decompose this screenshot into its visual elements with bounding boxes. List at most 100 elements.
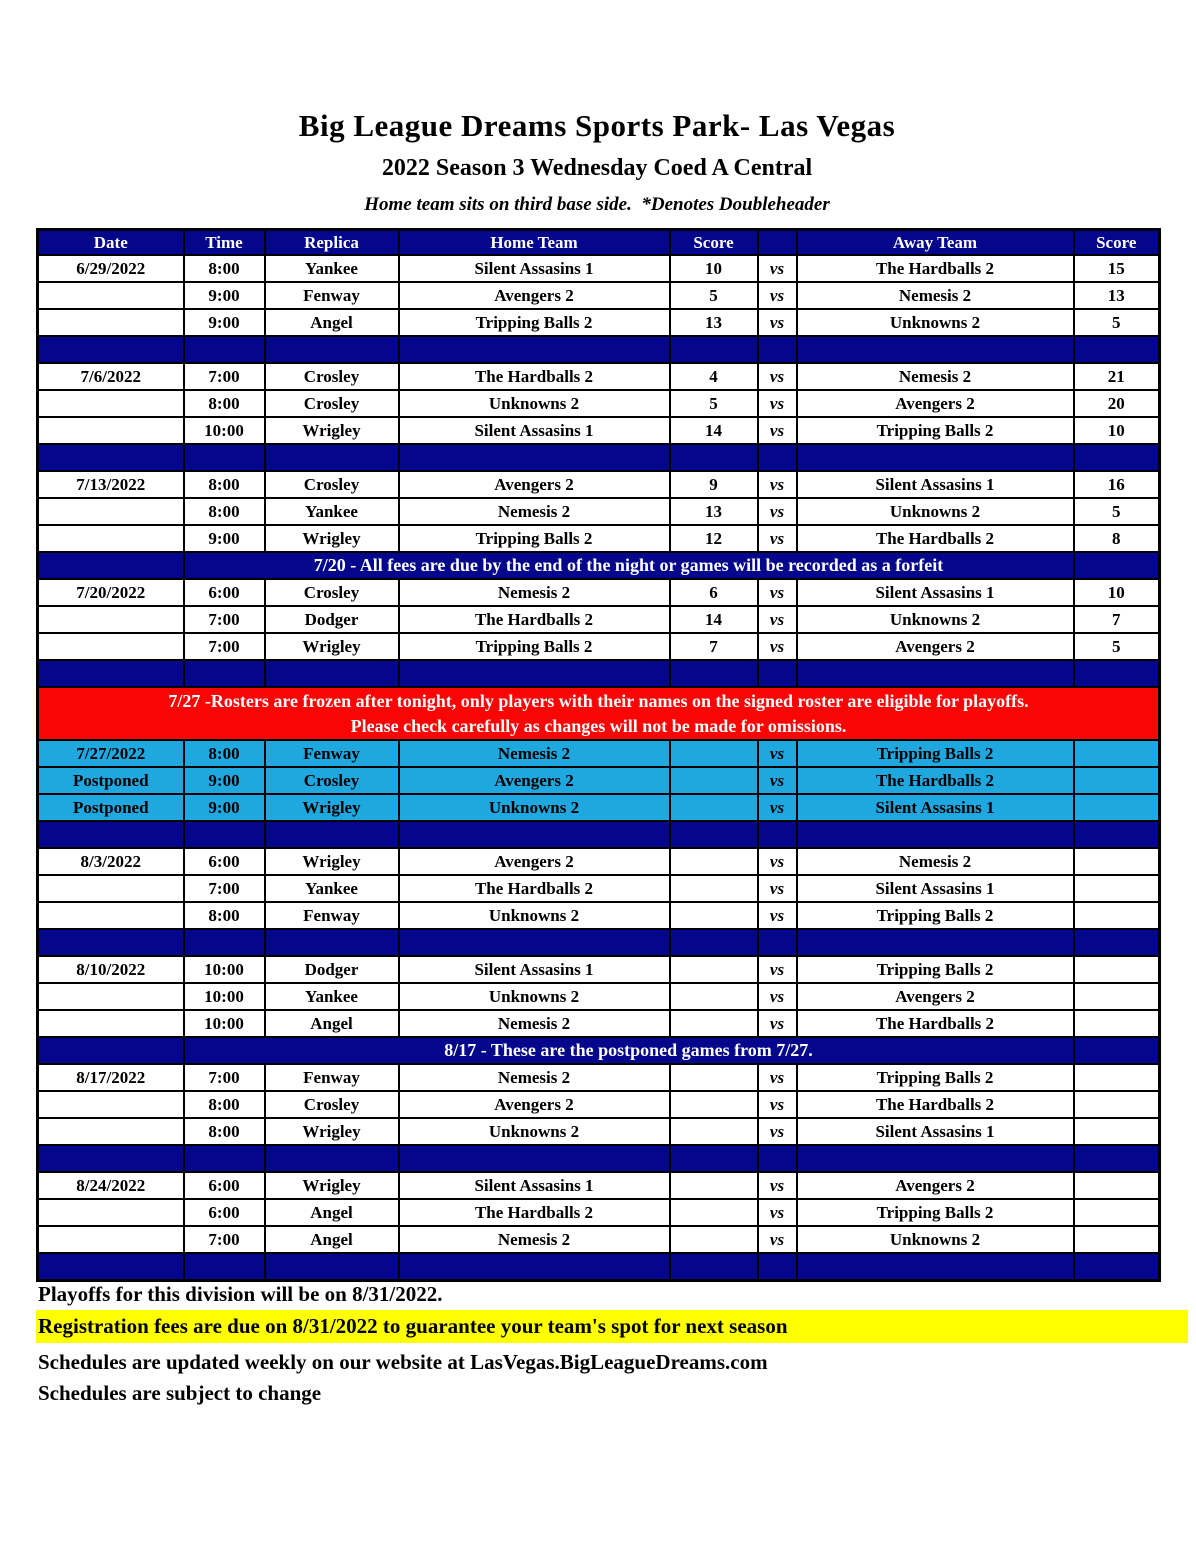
spacer-row: [36, 335, 1161, 364]
spacer-cell: [36, 659, 185, 688]
replica-cell: Angel: [263, 308, 400, 337]
away-team-cell: Tripping Balls 2: [795, 955, 1075, 984]
home-team-cell: Tripping Balls 2: [397, 308, 671, 337]
spacer-cell: [1072, 1252, 1161, 1282]
away-team-cell: Silent Assasins 1: [795, 874, 1075, 903]
home-score-cell: [668, 982, 759, 1011]
replica-cell: Angel: [263, 1009, 400, 1038]
playoffs-note: Playoffs for this division will be on 8/…: [38, 1282, 443, 1306]
away-team-cell: The Hardballs 2: [795, 254, 1075, 283]
spacer-cell: [756, 335, 798, 364]
game-row: 7:00 Angel Nemesis 2 vs Unknowns 2: [36, 1225, 1161, 1254]
spacer-row: [36, 928, 1161, 957]
away-team-cell: Unknowns 2: [795, 308, 1075, 337]
date-cell: [36, 1198, 185, 1227]
away-team-cell: Tripping Balls 2: [795, 901, 1075, 930]
col-header-time: Time: [182, 228, 266, 256]
spacer-cell: [36, 820, 185, 849]
home-score-cell: [668, 901, 759, 930]
vs-cell: vs: [756, 901, 798, 930]
game-row: 6:00 Angel The Hardballs 2 vs Tripping Balls…: [36, 1198, 1161, 1227]
home-score-cell: 4: [668, 362, 759, 391]
away-team-cell: The Hardballs 2: [795, 524, 1075, 553]
col-header-home-score: Score: [668, 228, 759, 256]
vs-cell: vs: [756, 982, 798, 1011]
away-score-cell: [1072, 955, 1161, 984]
home-score-cell: [668, 847, 759, 876]
col-header-home-team: Home Team: [397, 228, 671, 256]
spacer-cell: [756, 1144, 798, 1173]
away-score-cell: [1072, 1117, 1161, 1146]
game-row: 6/29/2022 8:00 Yankee Silent Assasins 1 10 vs…: [36, 254, 1161, 283]
away-team-cell: The Hardballs 2: [795, 766, 1075, 795]
away-score-cell: 16: [1072, 470, 1161, 499]
spacer-cell: [263, 1252, 400, 1282]
spacer-cell: [668, 820, 759, 849]
home-team-cell: Nemesis 2: [397, 1009, 671, 1038]
home-team-cell: Avengers 2: [397, 470, 671, 499]
time-cell: 10:00: [182, 1009, 266, 1038]
home-team-cell: Tripping Balls 2: [397, 524, 671, 553]
spacer-cell: [397, 928, 671, 957]
vs-cell: vs: [756, 362, 798, 391]
vs-cell: vs: [756, 389, 798, 418]
home-team-cell: Avengers 2: [397, 1090, 671, 1119]
game-row: 9:00 Wrigley Tripping Balls 2 12 vs The Hardb…: [36, 524, 1161, 553]
away-score-cell: 10: [1072, 578, 1161, 607]
spacer-cell: [1072, 443, 1161, 472]
table-header-row: Date Time Replica Home Team Score Away T…: [36, 228, 1161, 256]
game-row: 7:00 Yankee The Hardballs 2 vs Silent Assasi…: [36, 874, 1161, 903]
spacer-cell: [36, 1144, 185, 1173]
game-row: 7:00 Wrigley Tripping Balls 2 7 vs Avengers 2…: [36, 632, 1161, 661]
home-score-cell: [668, 1225, 759, 1254]
registration-fees-note: Registration fees are due on 8/31/2022 t…: [38, 1314, 788, 1338]
replica-cell: Wrigley: [263, 632, 400, 661]
time-cell: 10:00: [182, 955, 266, 984]
vs-cell: vs: [756, 955, 798, 984]
home-score-cell: 14: [668, 605, 759, 634]
vs-cell: vs: [756, 1171, 798, 1200]
spacer-cell: [668, 335, 759, 364]
time-cell: 6:00: [182, 847, 266, 876]
notice-text: 8/17 - These are the postponed games fro…: [182, 1036, 1075, 1065]
replica-cell: Wrigley: [263, 847, 400, 876]
spacer-row: [36, 1144, 1161, 1173]
home-team-cell: Tripping Balls 2: [397, 632, 671, 661]
spacer-cell: [263, 335, 400, 364]
vs-cell: vs: [756, 524, 798, 553]
time-cell: 6:00: [182, 1171, 266, 1200]
date-cell: 7/27/2022: [36, 739, 185, 768]
away-score-cell: [1072, 793, 1161, 822]
home-team-cell: The Hardballs 2: [397, 1198, 671, 1227]
spacer-cell: [36, 1252, 185, 1282]
away-score-cell: [1072, 874, 1161, 903]
game-row: 7/20/2022 6:00 Crosley Nemesis 2 6 vs Silent A…: [36, 578, 1161, 607]
spacer-cell: [397, 1144, 671, 1173]
home-score-cell: [668, 793, 759, 822]
away-score-cell: [1072, 1198, 1161, 1227]
home-team-cell: Nemesis 2: [397, 739, 671, 768]
game-row: 10:00 Yankee Unknowns 2 vs Avengers 2: [36, 982, 1161, 1011]
date-cell: [36, 416, 185, 445]
spacer-cell: [795, 1252, 1075, 1282]
notice-row: 7/20 - All fees are due by the end of th…: [36, 551, 1161, 580]
home-score-cell: [668, 955, 759, 984]
notice-left-cell: [36, 1036, 185, 1065]
away-score-cell: [1072, 982, 1161, 1011]
spacer-cell: [1072, 1144, 1161, 1173]
away-team-cell: Tripping Balls 2: [795, 1063, 1075, 1092]
home-team-cell: Nemesis 2: [397, 578, 671, 607]
date-cell: 8/3/2022: [36, 847, 185, 876]
postponed-game-row: Postponed 9:00 Crosley Avengers 2 vs The Hard…: [36, 766, 1161, 795]
spacer-cell: [182, 928, 266, 957]
home-team-cell: The Hardballs 2: [397, 874, 671, 903]
spacer-cell: [182, 820, 266, 849]
notice-right-cell: [1072, 1036, 1161, 1065]
away-score-cell: [1072, 1225, 1161, 1254]
vs-cell: vs: [756, 847, 798, 876]
time-cell: 7:00: [182, 362, 266, 391]
vs-cell: vs: [756, 632, 798, 661]
replica-cell: Crosley: [263, 362, 400, 391]
col-header-away-score: Score: [1072, 228, 1161, 256]
